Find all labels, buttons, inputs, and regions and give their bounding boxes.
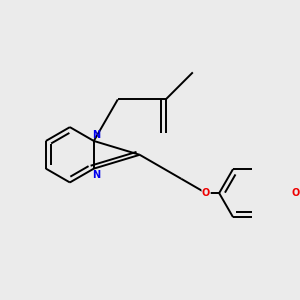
Text: N: N [92, 170, 100, 180]
Text: O: O [202, 188, 210, 198]
Text: N: N [92, 130, 100, 140]
Text: O: O [292, 188, 300, 198]
